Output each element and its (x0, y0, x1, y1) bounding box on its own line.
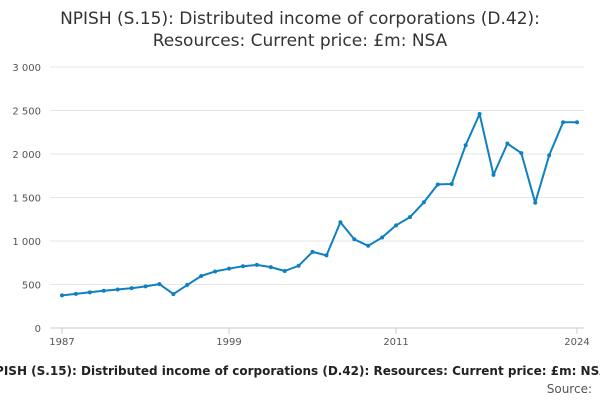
data-point[interactable] (185, 282, 190, 287)
series-line (61, 113, 577, 297)
x-tick-label: 2024 (564, 337, 589, 348)
data-point[interactable] (338, 220, 343, 225)
x-tick-label: 1999 (216, 337, 241, 348)
data-point[interactable] (157, 282, 162, 287)
y-axis-tick-labels: 0 500 1 000 1 500 2 000 2 500 3 000 (12, 63, 41, 335)
data-point[interactable] (282, 269, 287, 274)
data-point[interactable] (254, 262, 259, 267)
chart-title-line-1: NPISH (S.15): Distributed income of corp… (60, 9, 540, 29)
chart-caption: NPISH (S.15): Distributed income of corp… (0, 364, 600, 378)
data-point[interactable] (115, 287, 120, 292)
data-point[interactable] (296, 263, 301, 268)
data-point[interactable] (449, 182, 454, 187)
y-tick-label: 1 000 (12, 237, 41, 248)
data-point[interactable] (561, 120, 566, 125)
y-tick-label: 2 000 (12, 150, 41, 161)
x-tick-label: 2011 (383, 337, 408, 348)
data-point[interactable] (505, 141, 510, 146)
data-point[interactable] (519, 151, 524, 156)
data-point[interactable] (394, 223, 399, 228)
data-point[interactable] (547, 153, 552, 158)
y-tick-label: 500 (22, 281, 41, 292)
data-point[interactable] (421, 200, 426, 205)
chart-title-line-2: Resources: Current price: £m: NSA (152, 31, 448, 51)
source-label: Source: (546, 382, 592, 396)
axes (50, 327, 584, 334)
data-point[interactable] (101, 288, 106, 293)
data-point[interactable] (477, 111, 482, 116)
data-point[interactable] (87, 290, 92, 295)
y-tick-label: 1 500 (12, 194, 41, 205)
data-point[interactable] (213, 269, 218, 274)
data-point[interactable] (227, 266, 232, 271)
data-point[interactable] (143, 284, 148, 289)
data-point[interactable] (380, 235, 385, 240)
data-point[interactable] (268, 265, 273, 270)
grid-lines (50, 66, 584, 285)
data-point[interactable] (533, 200, 538, 205)
data-point[interactable] (366, 243, 371, 248)
data-point[interactable] (463, 143, 468, 148)
data-point[interactable] (199, 273, 204, 278)
y-tick-label: 3 000 (12, 63, 41, 74)
y-tick-label: 2 500 (12, 107, 41, 118)
y-tick-label: 0 (35, 324, 41, 335)
data-point[interactable] (310, 249, 315, 254)
data-point[interactable] (324, 253, 329, 258)
data-point[interactable] (491, 172, 496, 177)
data-point[interactable] (240, 264, 245, 269)
x-axis-tick-labels: 1987 1999 2011 2024 (49, 337, 589, 348)
chart-title: NPISH (S.15): Distributed income of corp… (0, 8, 600, 52)
data-point[interactable] (129, 286, 134, 291)
data-point[interactable] (352, 237, 357, 242)
data-point[interactable] (171, 292, 176, 297)
data-point[interactable] (60, 293, 64, 298)
data-point[interactable] (575, 120, 579, 125)
x-tick-label: 1987 (49, 337, 74, 348)
data-point[interactable] (407, 215, 412, 220)
data-point[interactable] (435, 182, 440, 187)
series-plot (60, 111, 579, 298)
data-point[interactable] (73, 291, 78, 296)
